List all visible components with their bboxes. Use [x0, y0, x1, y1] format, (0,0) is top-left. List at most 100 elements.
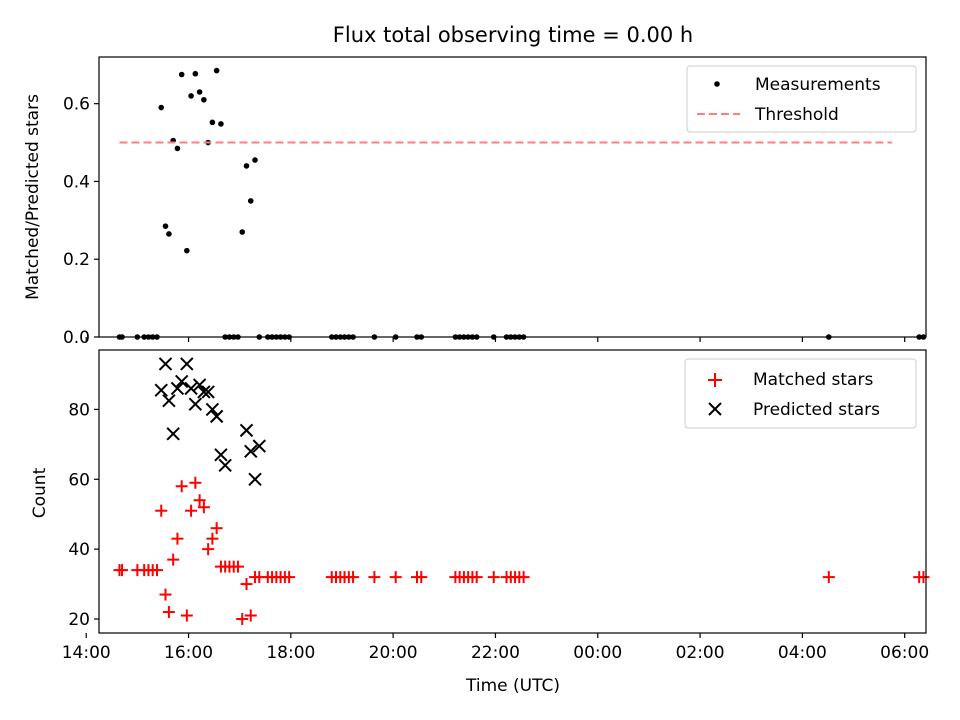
bottom-legend: Matched stars Predicted stars: [684, 358, 917, 429]
measurement-point: [243, 163, 250, 169]
predicted-stars-point: [180, 357, 194, 371]
predicted-stars-point: [205, 402, 220, 417]
measurement-point: [166, 231, 172, 237]
matched-stars-point: [517, 571, 530, 584]
y-tick-label: 0.6: [63, 95, 90, 115]
measurement-point: [201, 96, 207, 103]
predicted-stars-point: [201, 385, 215, 399]
matched-stars-point: [822, 571, 835, 584]
matched-stars-point: [202, 543, 215, 556]
matched-stars-point: [159, 588, 172, 601]
bottom-x-ticks: 14:00 16:00 18:00 20:00 22:00 00:00 02:00 04:00…: [62, 633, 929, 663]
top-y-ticks: 0.0 0.2 0.4 0.6: [63, 95, 99, 348]
bottom-axes: 20 40 60 80 14:00 16:00 18:00 20:00 22:00 00:00 0…: [30, 349, 930, 696]
measurement-point: [213, 67, 220, 74]
y-tick-label: 20: [68, 610, 90, 630]
measurement-point: [218, 121, 224, 127]
y-tick-label: 0.0: [63, 328, 90, 348]
bottom-y-ticks: 20 40 60 80: [68, 400, 99, 630]
predicted-stars-point: [158, 357, 173, 371]
predicted-stars-point: [218, 458, 232, 473]
measurement-point: [178, 71, 185, 78]
x-tick-label: 14:00: [62, 643, 111, 663]
legend-predicted-label: Predicted stars: [753, 400, 880, 420]
legend-matched-label: Matched stars: [753, 370, 873, 390]
x-tick-label: 20:00: [369, 643, 418, 663]
matched-stars-point: [231, 560, 244, 573]
matched-stars-point: [167, 553, 180, 566]
matched-stars-point: [470, 571, 483, 584]
predicted-stars-point: [248, 472, 262, 486]
top-legend-frame: [686, 65, 917, 133]
figure-title: Flux total observing time = 0.00 h: [333, 23, 693, 47]
legend-predicted-marker: [708, 402, 722, 416]
matched-stars-point: [193, 494, 206, 507]
x-tick-label: 00:00: [573, 643, 622, 663]
matched-stars-point: [389, 571, 402, 584]
matched-stars-point: [206, 532, 219, 545]
legend-measurements-label: Measurements: [755, 75, 881, 95]
matched-stars-point: [244, 609, 257, 622]
measurement-point: [209, 119, 216, 126]
matched-stars-point: [368, 571, 381, 584]
matched-stars-point: [347, 571, 360, 584]
bottom-y-axis-label: Count: [30, 467, 50, 518]
y-tick-label: 60: [68, 470, 90, 490]
bottom-plot-marks: [113, 357, 930, 626]
predicted-stars-point: [162, 393, 176, 408]
predicted-stars-point: [188, 397, 203, 411]
matched-stars-point: [210, 522, 223, 535]
legend-matched-marker: [708, 373, 722, 387]
predicted-stars-point: [192, 378, 207, 392]
top-x-ticks: [85, 337, 906, 342]
x-tick-label: 18:00: [266, 643, 315, 663]
x-tick-label: 02:00: [676, 643, 725, 663]
measurement-point: [196, 89, 203, 95]
measurement-point: [162, 223, 169, 229]
matched-stars-point: [487, 571, 500, 584]
x-tick-label: 06:00: [880, 643, 929, 663]
y-tick-label: 80: [68, 400, 90, 420]
matched-stars-point: [155, 504, 168, 517]
x-axis-label: Time (UTC): [465, 676, 560, 696]
predicted-stars-point: [166, 427, 180, 441]
measurement-point: [192, 70, 199, 77]
matched-stars-point: [917, 571, 930, 584]
predicted-stars-point: [244, 444, 258, 459]
top-legend: Measurements Threshold: [686, 65, 917, 133]
matched-stars-point: [415, 571, 428, 584]
predicted-stars-point: [252, 439, 266, 453]
matched-stars-point: [175, 480, 188, 493]
x-tick-label: 22:00: [471, 643, 520, 663]
predicted-stars-point: [214, 448, 228, 462]
measurement-point: [252, 157, 258, 163]
x-tick-label: 04:00: [778, 643, 827, 663]
matched-stars-point: [283, 571, 296, 584]
legend-measurements-marker: [714, 81, 720, 87]
top-axes-frame: [98, 56, 927, 338]
matched-stars-point: [116, 564, 129, 577]
measurement-point: [188, 93, 194, 99]
matched-stars-point: [185, 504, 198, 517]
predicted-stars-point: [170, 381, 185, 396]
y-tick-label: 0.4: [63, 172, 90, 192]
legend-threshold-label: Threshold: [754, 105, 839, 125]
measurement-point: [158, 104, 165, 111]
matched-stars-point: [189, 476, 202, 489]
bottom-axes-frame: [98, 349, 927, 634]
measurement-point: [184, 247, 190, 254]
matched-stars-point: [240, 578, 253, 591]
predicted-stars-point: [184, 381, 198, 396]
measurement-point: [239, 229, 246, 235]
matched-stars-point: [180, 609, 193, 622]
matched-stars-point: [150, 564, 163, 577]
matched-stars-point: [171, 532, 184, 545]
predicted-stars-point: [174, 374, 189, 389]
x-tick-label: 16:00: [164, 643, 213, 663]
predicted-stars-point: [209, 409, 224, 424]
y-tick-label: 40: [68, 540, 90, 560]
top-y-axis-label: Matched/Predicted stars: [23, 94, 43, 300]
y-tick-label: 0.2: [63, 250, 90, 270]
top-axes: 0.0 0.2 0.4 0.6 Matched/Predicted stars Mea…: [23, 56, 927, 348]
